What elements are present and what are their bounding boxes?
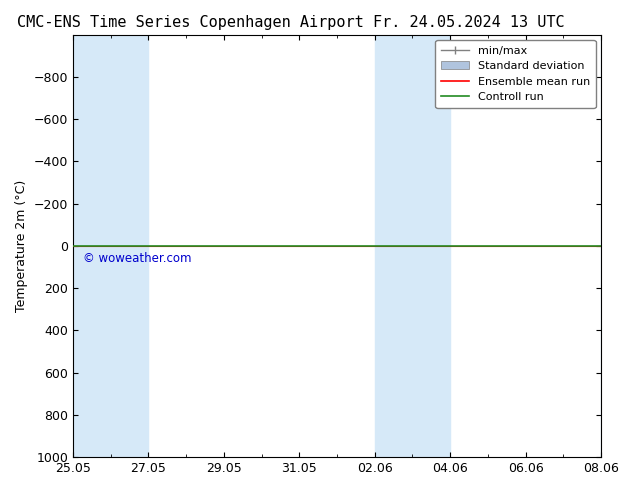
Y-axis label: Temperature 2m (°C): Temperature 2m (°C) [15, 180, 28, 312]
Text: CMC-ENS Time Series Copenhagen Airport: CMC-ENS Time Series Copenhagen Airport [17, 15, 363, 30]
Text: © woweather.com: © woweather.com [84, 252, 192, 265]
Bar [375, 35, 450, 457]
Text: Fr. 24.05.2024 13 UTC: Fr. 24.05.2024 13 UTC [373, 15, 565, 30]
Legend: min/max, Standard deviation, Ensemble mean run, Controll run: min/max, Standard deviation, Ensemble me… [436, 40, 595, 108]
Bar [601, 35, 634, 457]
Bar [73, 35, 148, 457]
